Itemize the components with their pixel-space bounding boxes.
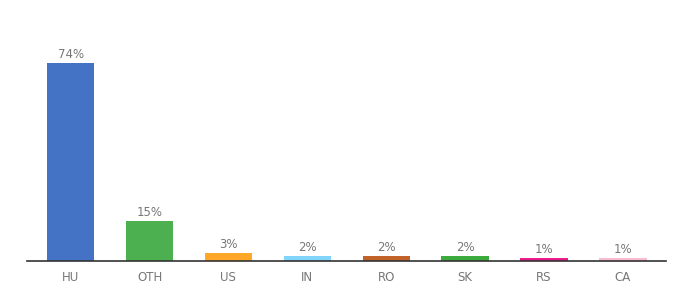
Text: 1%: 1% (613, 243, 632, 256)
Bar (362, 256, 410, 261)
Text: 3%: 3% (219, 238, 238, 251)
Bar (205, 253, 252, 261)
Text: 15%: 15% (137, 206, 163, 219)
Text: 2%: 2% (298, 241, 317, 254)
Bar (284, 256, 331, 261)
Bar (599, 258, 647, 261)
Bar (520, 258, 568, 261)
Text: 2%: 2% (377, 241, 396, 254)
Text: 2%: 2% (456, 241, 475, 254)
Bar (126, 221, 173, 261)
Text: 74%: 74% (58, 48, 84, 61)
Bar (441, 256, 489, 261)
Bar (47, 63, 95, 261)
Text: 1%: 1% (534, 243, 554, 256)
